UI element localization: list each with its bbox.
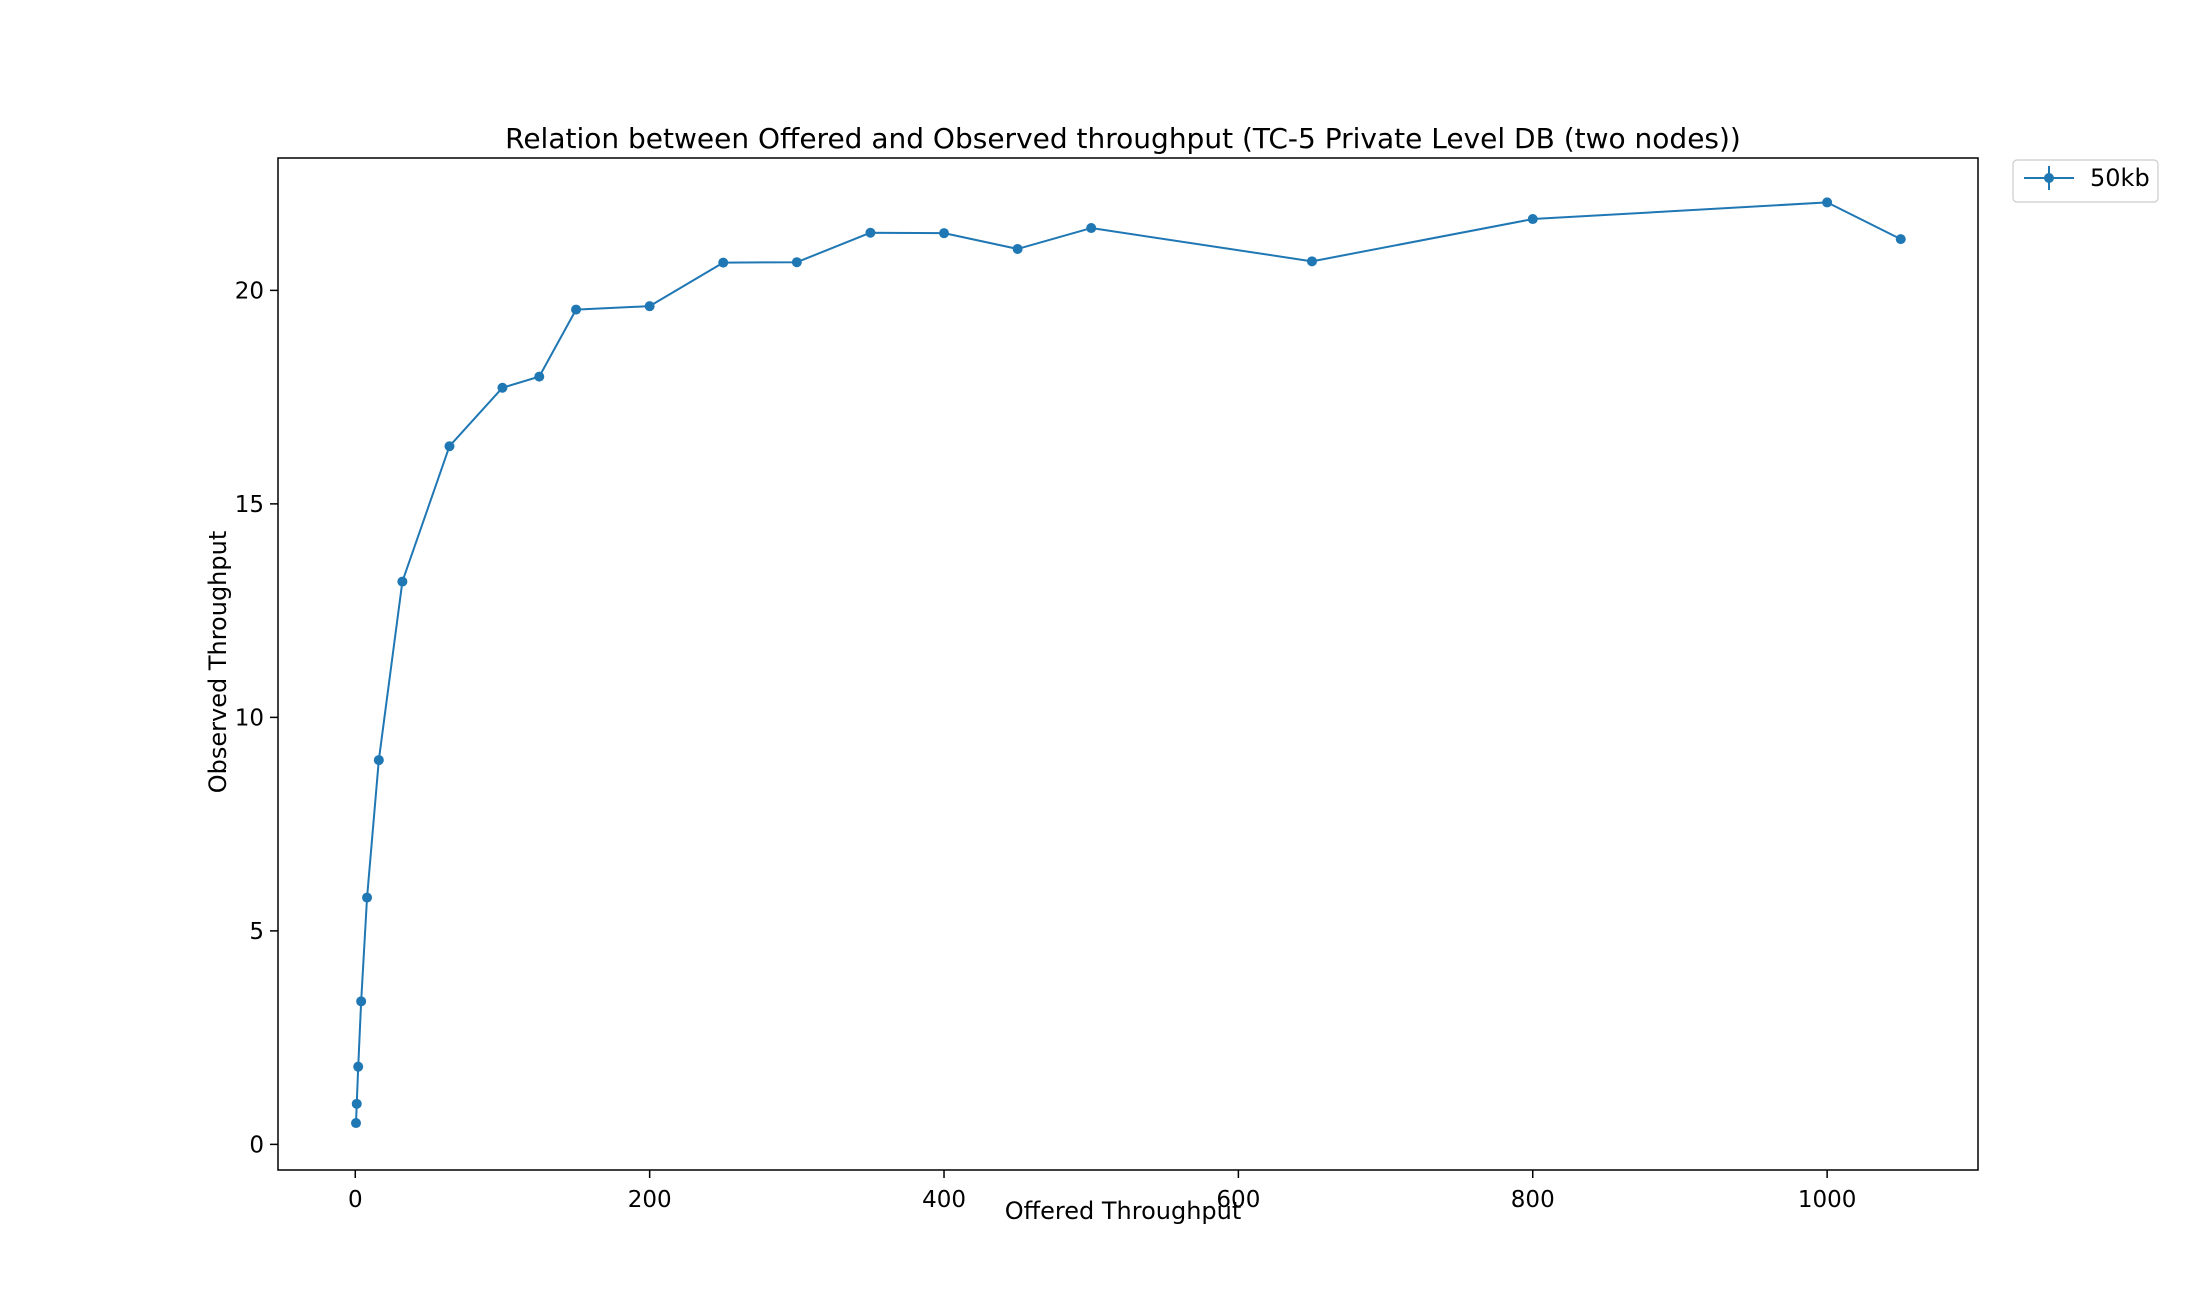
data-point	[718, 257, 729, 268]
data-point	[644, 301, 655, 312]
data-point	[497, 382, 508, 393]
y-tick-label: 15	[235, 492, 264, 518]
legend-marker-icon	[2044, 173, 2054, 183]
y-tick-label: 20	[235, 278, 264, 304]
x-tick-label: 800	[1511, 1187, 1555, 1213]
data-point	[939, 228, 950, 239]
data-point	[1086, 223, 1097, 234]
data-point	[1527, 214, 1538, 225]
x-tick-label: 600	[1216, 1187, 1260, 1213]
x-tick-label: 400	[922, 1187, 966, 1213]
data-point	[351, 1098, 362, 1109]
data-point	[791, 257, 802, 268]
data-point	[351, 1118, 362, 1129]
data-point	[444, 441, 455, 452]
legend-label-50kb: 50kb	[2090, 164, 2150, 192]
x-tick-label: 1000	[1798, 1187, 1857, 1213]
y-axis-label: Observed Throughput	[204, 531, 232, 794]
y-tick-label: 5	[249, 919, 264, 945]
data-point	[865, 227, 876, 238]
data-point	[1822, 197, 1833, 208]
plot-area	[351, 197, 1906, 1129]
y-tick-label: 0	[249, 1132, 264, 1158]
data-point	[356, 996, 367, 1007]
chart-title: Relation between Offered and Observed th…	[505, 122, 1741, 155]
data-point	[373, 755, 384, 766]
plot-frame	[277, 157, 1979, 1171]
data-point	[534, 371, 545, 382]
x-tick-label: 200	[628, 1187, 672, 1213]
data-point	[1012, 243, 1023, 254]
data-point	[397, 576, 408, 587]
x-tick-label: 0	[348, 1187, 363, 1213]
series-line-50kb	[355, 201, 1902, 1124]
data-point	[1895, 234, 1906, 245]
data-point	[353, 1061, 364, 1072]
x-axis: 0 200 400 600 800 1000	[348, 1170, 1856, 1213]
y-axis: 0 5 10 15 20	[235, 278, 278, 1158]
y-tick-label: 10	[235, 705, 264, 731]
legend: 50kb	[2012, 159, 2159, 203]
data-point	[362, 892, 373, 903]
data-point	[1306, 256, 1317, 267]
data-point	[571, 304, 582, 315]
x-axis-label: Offered Throughput	[1005, 1197, 1242, 1225]
